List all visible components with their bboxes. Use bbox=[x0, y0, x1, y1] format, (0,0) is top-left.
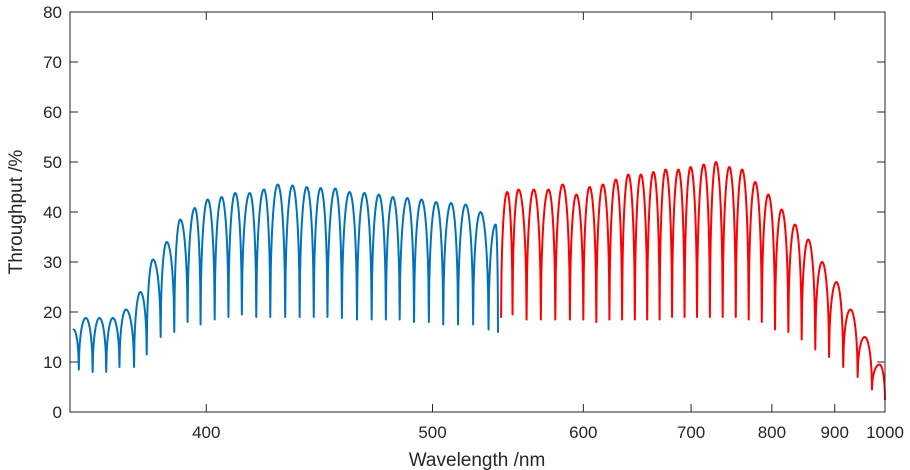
y-tick-label: 0 bbox=[53, 403, 62, 422]
y-tick-label: 50 bbox=[43, 153, 62, 172]
y-tick-label: 70 bbox=[43, 53, 62, 72]
x-axis-label: Wavelength /nm bbox=[409, 450, 546, 470]
y-tick-label: 60 bbox=[43, 103, 62, 122]
series-layer bbox=[72, 161, 886, 401]
x-tick-label: 800 bbox=[758, 423, 786, 442]
x-tick-label: 400 bbox=[192, 423, 220, 442]
y-axis-label: Throughput /% bbox=[6, 150, 27, 275]
y-tick-label: 30 bbox=[43, 253, 62, 272]
x-tick-label: 500 bbox=[418, 423, 446, 442]
x-tick-label: 700 bbox=[677, 423, 705, 442]
y-tick-label: 10 bbox=[43, 353, 62, 372]
y-tick-label: 40 bbox=[43, 203, 62, 222]
x-tick-label: 600 bbox=[569, 423, 597, 442]
series-line-1 bbox=[72, 183, 499, 373]
x-tick-label: 900 bbox=[821, 423, 849, 442]
y-tick-label: 80 bbox=[43, 3, 62, 22]
ticks-layer: 0 10 20 30 40 50 60 70 80 400 500 600 700 800 900 1000 bbox=[43, 3, 904, 442]
y-tick-label: 20 bbox=[43, 303, 62, 322]
series-line-2 bbox=[500, 161, 886, 401]
x-tick-label: 1000 bbox=[866, 423, 904, 442]
